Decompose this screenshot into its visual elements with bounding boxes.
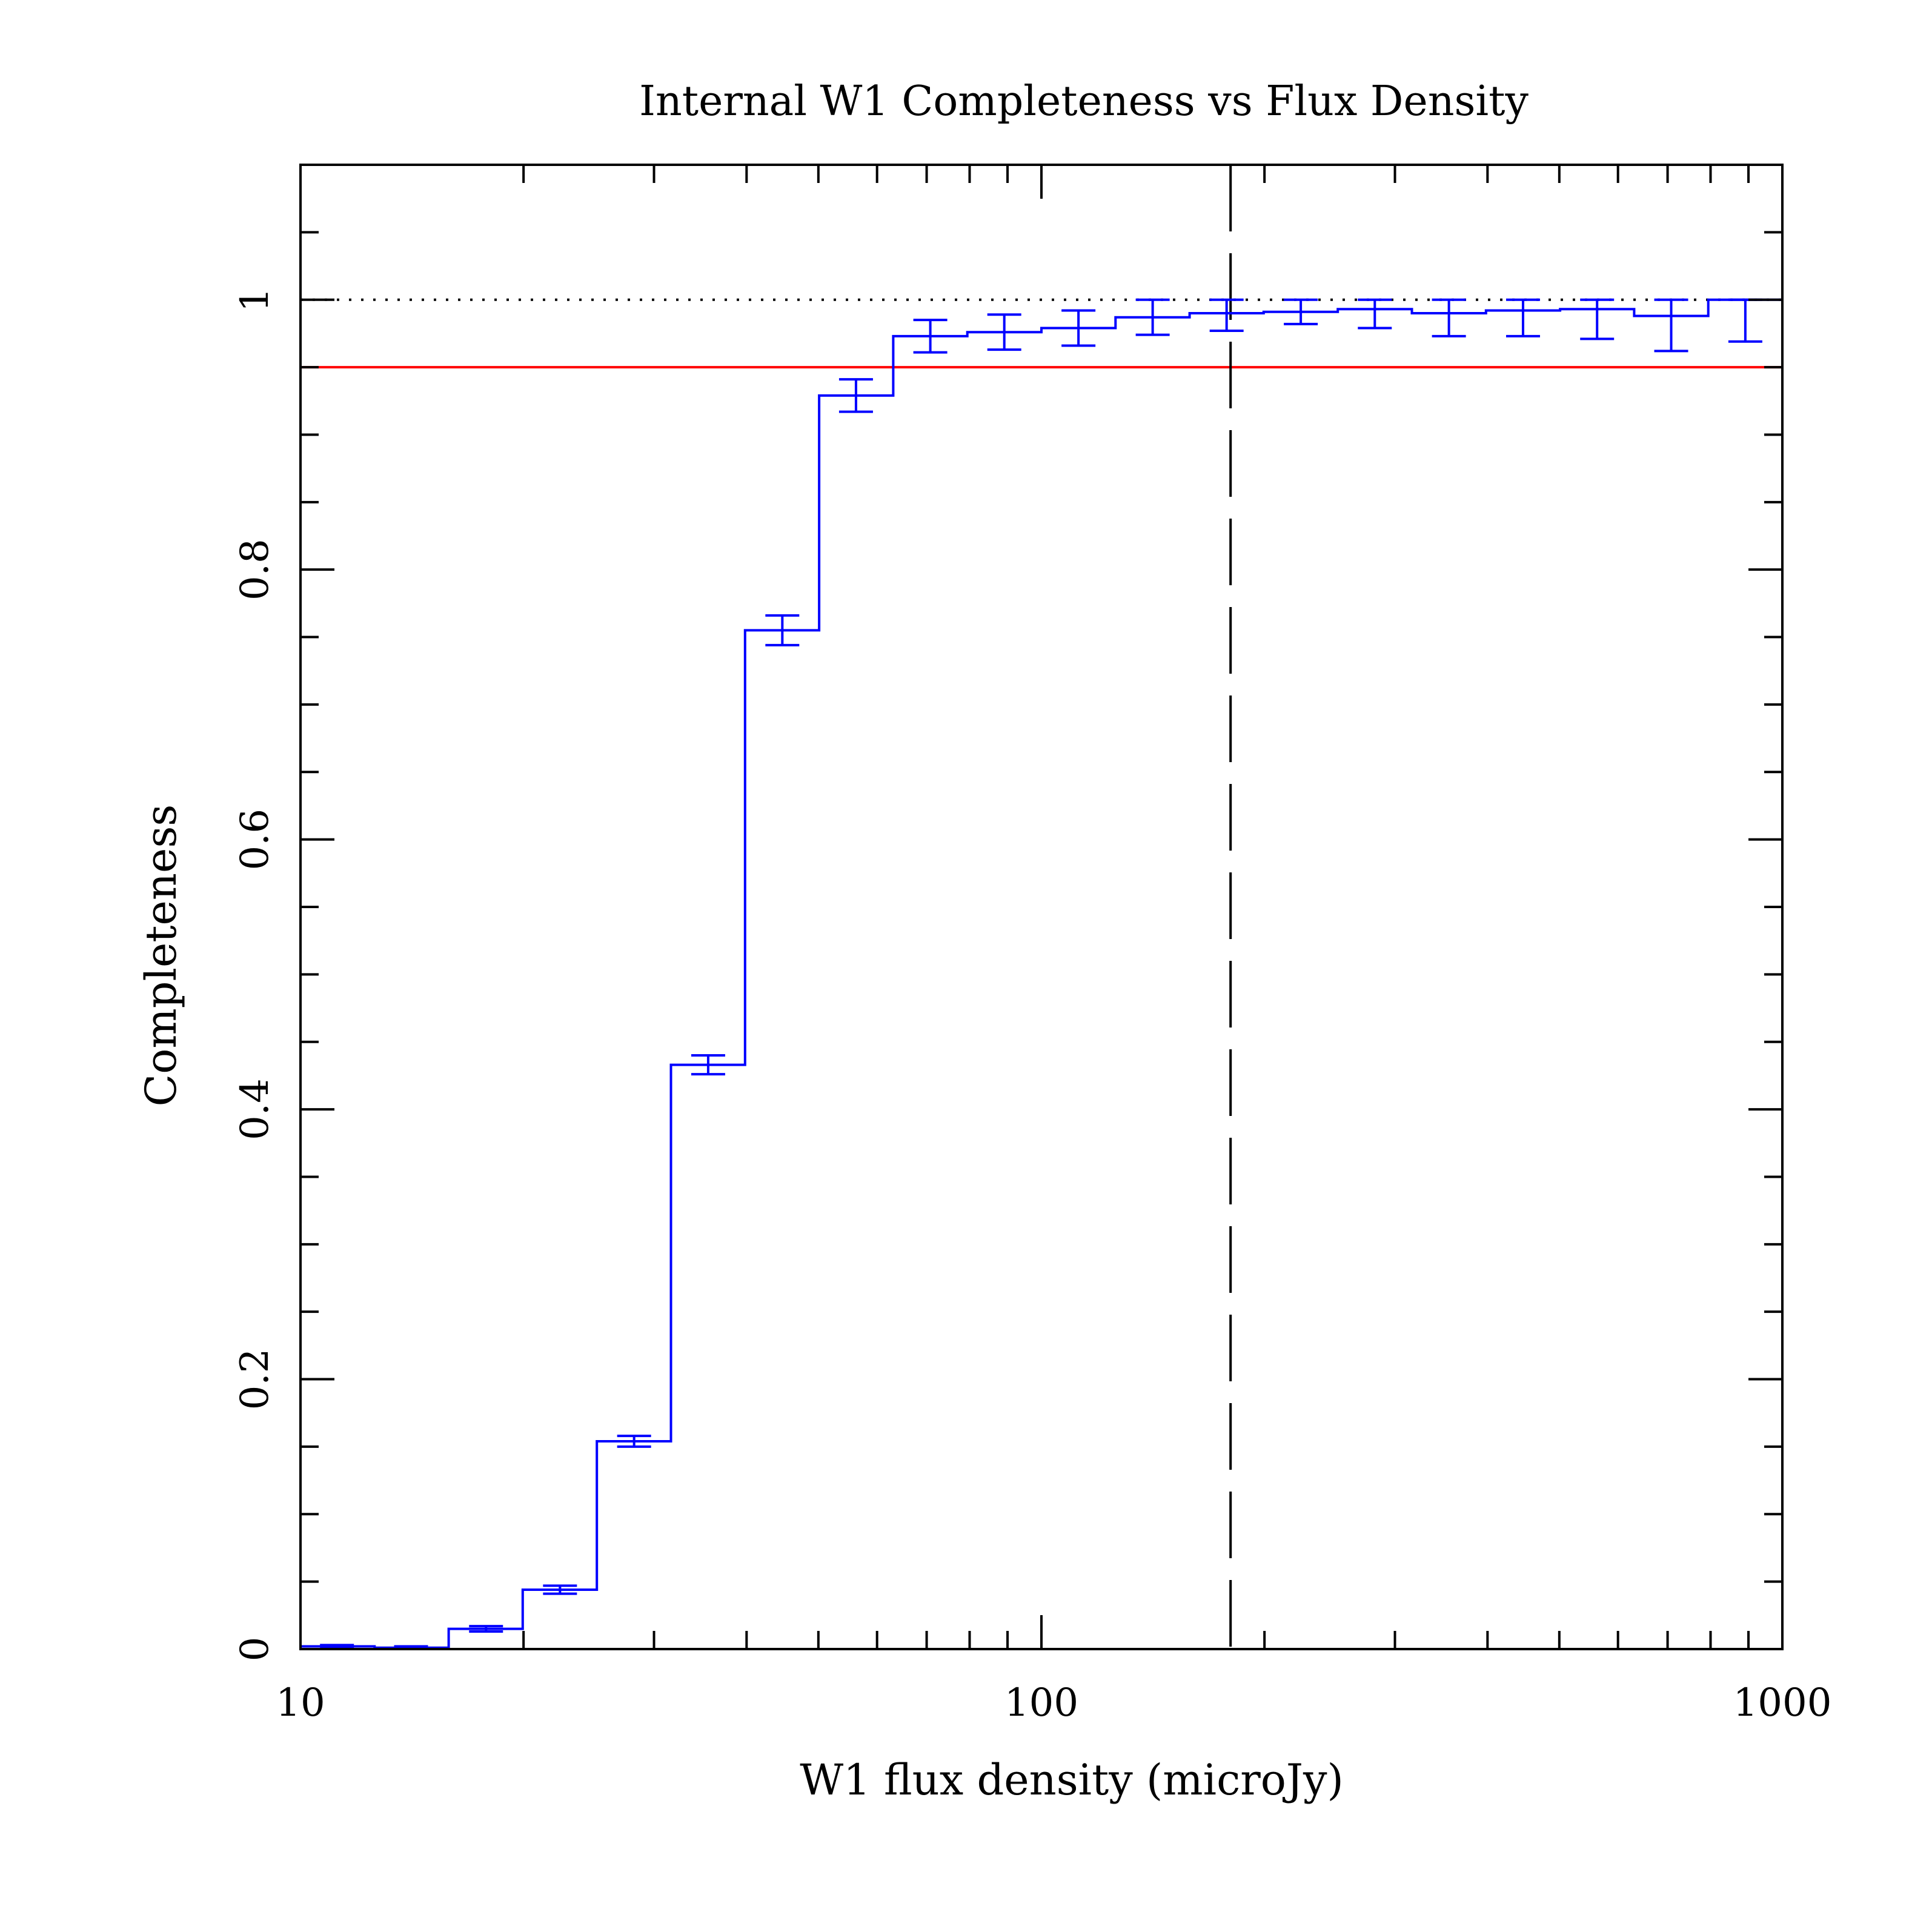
error-bar xyxy=(1358,298,1392,330)
error-bar xyxy=(1135,298,1170,336)
error-bar xyxy=(1061,309,1096,347)
y-tick-label: 0 xyxy=(233,1637,277,1662)
x-tick-label: 10 xyxy=(276,1681,325,1725)
error-bar xyxy=(469,1625,503,1633)
y-tick-label: 0.2 xyxy=(233,1349,277,1410)
y-tick-label: 0.4 xyxy=(233,1078,277,1140)
error-bar xyxy=(543,1584,577,1595)
error-bar xyxy=(765,614,800,646)
error-bar xyxy=(1505,298,1540,337)
chart-title: Internal W1 Completeness vs Flux Density xyxy=(639,78,1529,125)
error-bar xyxy=(617,1435,651,1448)
error-bar xyxy=(987,313,1021,351)
y-tick-label: 0.8 xyxy=(233,539,277,600)
error-bar xyxy=(1728,298,1762,343)
x-tick-label: 100 xyxy=(1004,1681,1078,1725)
y-tick-label: 1 xyxy=(233,287,277,312)
completeness-step-line xyxy=(300,298,1782,1649)
error-bar xyxy=(1580,298,1615,340)
error-bar xyxy=(691,1054,725,1076)
error-bar xyxy=(838,378,873,413)
y-tick-label: 0.6 xyxy=(233,809,277,871)
error-bar xyxy=(1209,298,1244,332)
x-axis-title: W1 flux density (microJy) xyxy=(800,1755,1344,1805)
plot-frame xyxy=(299,164,1784,1650)
error-bar xyxy=(320,1644,354,1649)
error-bar xyxy=(1432,298,1466,337)
error-bar xyxy=(1654,298,1688,353)
x-tick-label: 1000 xyxy=(1733,1681,1832,1725)
error-bar xyxy=(913,319,948,354)
plot-area: 10 100 1000 0 0.2 0.4 0.6 0.8 1 xyxy=(233,164,1832,1725)
y-axis-title: Completeness xyxy=(136,805,186,1107)
error-bar xyxy=(1284,298,1318,325)
